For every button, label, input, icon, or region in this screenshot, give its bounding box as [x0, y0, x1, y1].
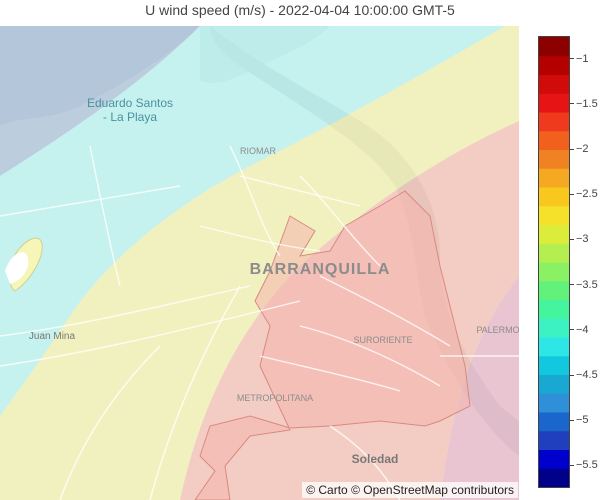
colorbar-tick-label: −3 [570, 233, 589, 245]
colorbar-ticks: −1 −1.5 −2 −2.5 −3 −3.5 −4 −4.5 −5 −5.5 [570, 36, 600, 488]
colorbar-tick-label: −1.5 [570, 98, 598, 110]
colorbar-band [539, 55, 569, 75]
road-network [0, 145, 519, 500]
colorbar-band [539, 112, 569, 132]
wind-zone-3 [0, 26, 519, 500]
colorbar-band [539, 74, 569, 94]
juan-mina-label: Juan Mina [29, 331, 76, 342]
colorbar-tick-label: −5.5 [570, 459, 598, 471]
wind-zone-1 [0, 26, 200, 176]
colorbar-band [539, 299, 569, 319]
colorbar-band [539, 318, 569, 338]
map-attribution: © Carto © OpenStreetMap contributors [302, 482, 518, 498]
colorbar-band [539, 187, 569, 207]
svg-text:Eduardo Santos: Eduardo Santos [87, 96, 173, 110]
wind-zone-5 [440, 276, 519, 500]
suroriente-label: SURORIENTE [353, 335, 412, 345]
colorbar-band [539, 224, 569, 244]
map-canvas[interactable]: Eduardo Santos - La Playa RIOMAR BARRANQ… [0, 26, 519, 500]
colorbar-tick-label: −2 [570, 143, 589, 155]
map-view[interactable]: Eduardo Santos - La Playa RIOMAR BARRANQ… [0, 26, 519, 500]
colorbar-band [539, 430, 569, 450]
colorbar [538, 36, 570, 488]
colorbar-band [539, 37, 569, 57]
colorbar-band [539, 205, 569, 225]
colorbar-band [539, 468, 569, 488]
colorbar-band [539, 280, 569, 300]
palermo-label: PALERMO [476, 325, 519, 335]
map-title: U wind speed (m/s) - 2022-04-04 10:00:00… [145, 2, 455, 18]
soledad-label: Soledad [352, 452, 399, 466]
colorbar-band [539, 168, 569, 188]
colorbar-band [539, 374, 569, 394]
metropolitana-label: METROPOLITANA [237, 393, 313, 403]
colorbar-tick-label: −3.5 [570, 279, 598, 291]
svg-text:- La Playa: - La Playa [103, 110, 157, 124]
colorbar-band [539, 449, 569, 469]
colorbar-band [539, 337, 569, 357]
colorbar-tick-label: −1 [570, 53, 589, 65]
riomar-label: RIOMAR [240, 146, 277, 156]
island-white [5, 252, 29, 284]
colorbar-tick-label: −5 [570, 414, 589, 426]
colorbar-tick-label: −2.5 [570, 188, 598, 200]
colorbar-band [539, 130, 569, 150]
wind-zone-2 [0, 26, 505, 416]
colorbar-band [539, 393, 569, 413]
colorbar-gradient [539, 37, 569, 488]
colorbar-band [539, 355, 569, 375]
colorbar-band [539, 149, 569, 169]
carto-attribution[interactable]: © Carto [306, 483, 348, 497]
colorbar-tick-label: −4 [570, 324, 589, 336]
eduardo-label: Eduardo Santos - La Playa [87, 96, 173, 124]
colorbar-tick-label: −4.5 [570, 369, 598, 381]
colorbar-band [539, 262, 569, 282]
colorbar-band [539, 412, 569, 432]
osm-attribution[interactable]: © OpenStreetMap contributors [351, 483, 514, 497]
colorbar-band [539, 243, 569, 263]
colorbar-band [539, 93, 569, 113]
barranquilla-label: BARRANQUILLA [250, 261, 391, 278]
